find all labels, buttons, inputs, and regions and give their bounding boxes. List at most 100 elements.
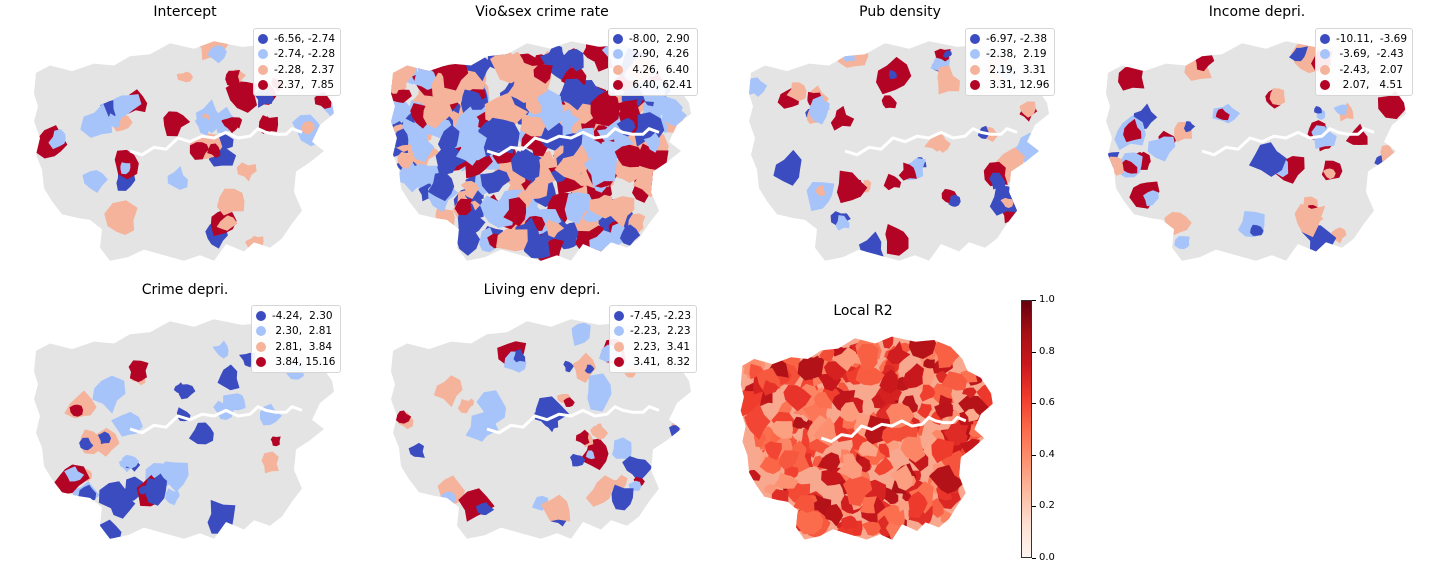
ward-cluster	[194, 115, 216, 136]
ward-cluster	[460, 89, 483, 114]
ward-cluster	[809, 95, 829, 125]
ward-cluster	[889, 464, 913, 491]
ward-cluster	[604, 196, 635, 228]
ward-cluster	[1118, 66, 1145, 91]
ward-cluster	[232, 117, 243, 129]
ward-cluster	[564, 192, 595, 224]
ward-cluster	[554, 145, 582, 181]
ward-cluster	[79, 437, 94, 451]
ward-cluster	[178, 384, 196, 400]
panel-title: Income depri.	[1208, 4, 1306, 20]
intercept-map	[34, 41, 334, 261]
colorbar-tick	[1032, 506, 1036, 508]
ward-cluster	[585, 475, 616, 507]
ward-cluster	[558, 109, 580, 132]
panel-intercept: Intercept -6.56, -2.74 -2.74, -2.28 -2.28,…	[30, 0, 342, 275]
ward-cluster	[770, 421, 793, 439]
legend: -8.00, 2.90 2.90, 4.26 4.26, 6.40 6.40, …	[608, 28, 699, 96]
ward-cluster	[165, 488, 180, 506]
legend-label: 3.31, 12.96	[986, 79, 1050, 92]
legend-item: 3.84, 15.16	[256, 355, 335, 371]
ward-cluster	[773, 149, 802, 186]
ward-cluster	[873, 515, 893, 538]
ward-cluster	[619, 224, 641, 246]
legend-swatch	[613, 49, 623, 60]
colorbar-tick	[1032, 454, 1036, 456]
panel-title: Living env depri.	[483, 282, 601, 298]
ward-cluster	[643, 132, 661, 153]
ward-cluster	[778, 400, 792, 416]
legend-item: -10.11, -3.69	[1320, 31, 1407, 47]
ward-cluster	[540, 494, 571, 522]
legend-item: -4.24, 2.30	[256, 308, 335, 324]
ward-cluster	[391, 89, 412, 103]
ward-cluster	[207, 45, 227, 64]
ward-cluster	[189, 142, 209, 160]
ward-cluster	[588, 194, 615, 219]
ward-cluster	[749, 77, 768, 97]
ward-cluster	[792, 416, 810, 429]
ward-cluster	[886, 340, 911, 364]
legend-label: 6.40, 62.41	[629, 79, 693, 92]
ward-cluster	[409, 163, 440, 189]
ward-cluster	[937, 65, 960, 95]
ward-cluster	[301, 121, 315, 135]
ward-cluster	[123, 476, 146, 503]
ward-cluster	[885, 224, 909, 256]
legend-label: -3.69, -2.43	[1336, 48, 1404, 61]
ward-cluster	[571, 322, 591, 346]
ward-cluster	[614, 144, 644, 168]
legend-swatch	[1320, 64, 1330, 75]
legend-item: -6.56, -2.74	[258, 31, 335, 47]
ward-cluster	[943, 50, 952, 59]
legend-swatch	[614, 310, 624, 321]
ward-cluster	[236, 162, 257, 182]
legend-label: 2.37, 7.85	[274, 79, 335, 92]
ward-cluster	[908, 491, 928, 519]
legend-swatch	[1320, 33, 1330, 44]
ward-cluster	[270, 436, 281, 447]
legend-swatch	[614, 357, 624, 368]
ward-cluster	[612, 437, 632, 460]
ward-cluster	[929, 464, 965, 494]
ward-cluster	[1215, 108, 1230, 121]
panel-title: Vio&sex crime rate	[475, 4, 609, 20]
ward-cluster	[80, 103, 113, 138]
ward-cluster	[457, 106, 480, 134]
ward-cluster	[476, 390, 507, 425]
legend-swatch	[1320, 49, 1330, 60]
ward-cluster	[843, 50, 855, 63]
river-thames	[844, 127, 1018, 157]
colorbar-tick	[1032, 351, 1036, 353]
ward-cluster	[943, 420, 968, 446]
legend-swatch	[613, 80, 623, 91]
ward-cluster	[515, 188, 536, 209]
ward-cluster	[1381, 101, 1399, 115]
ward-cluster	[557, 393, 571, 404]
ward-cluster	[82, 170, 108, 193]
panel-pub-density: Pub density -6.97, -2.38 -2.38, 2.19 2.19…	[745, 0, 1056, 275]
legend: -10.11, -3.69 -3.69, -2.43 -2.43, 2.07 2…	[1315, 28, 1414, 96]
ward-cluster	[817, 452, 841, 472]
legend-swatch	[256, 357, 266, 368]
ward-cluster	[525, 94, 541, 115]
ward-cluster	[113, 94, 142, 121]
legend-label: -8.00, 2.90	[629, 32, 690, 45]
ward-cluster	[651, 94, 683, 123]
ward-cluster	[594, 423, 604, 435]
panel-title: Pub density	[859, 4, 941, 20]
ward-cluster	[466, 132, 487, 161]
legend-swatch	[1320, 80, 1330, 91]
legend-swatch	[613, 33, 623, 44]
ward-cluster	[813, 416, 838, 447]
ward-cluster	[1380, 144, 1398, 166]
ward-cluster	[437, 62, 469, 91]
ward-cluster	[120, 162, 131, 175]
ward-cluster	[616, 117, 636, 137]
ward-cluster	[795, 507, 824, 535]
colorbar-tick	[1032, 300, 1036, 301]
ward-cluster	[523, 231, 551, 259]
colorbar-tick-label: 1.0	[1039, 294, 1055, 305]
legend-label: -2.74, -2.28	[274, 48, 336, 61]
ward-cluster	[764, 441, 782, 461]
